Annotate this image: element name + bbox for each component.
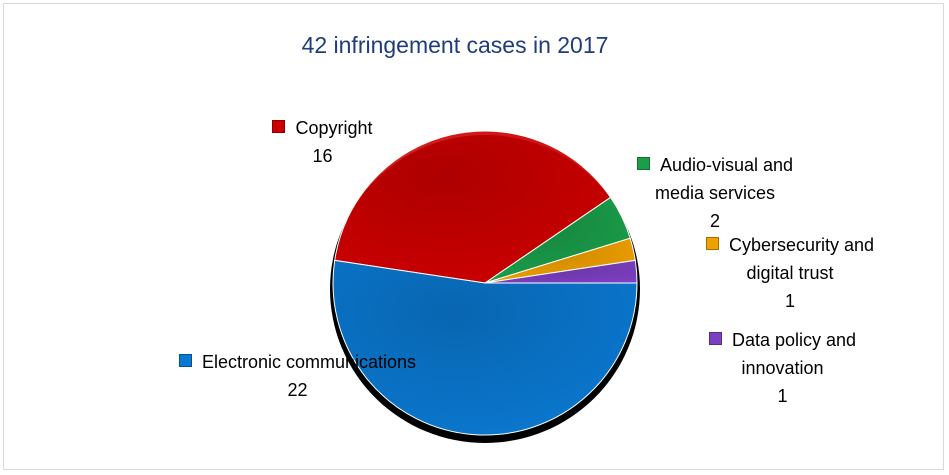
legend-marker [708,332,722,345]
category-label: Copyright [295,118,373,138]
category-label: Audio-visual and media services [654,155,794,203]
label-name-line: Electronic communications [170,348,425,376]
label-name-line: Audio-visual and media services [630,151,800,207]
data-label: Copyright 16 [230,114,415,170]
data-label: Cybersecurity and digital trust 1 [690,231,890,315]
legend-marker [705,237,719,250]
data-label: Electronic communications 22 [170,348,425,404]
label-name-line: Copyright [230,114,415,142]
data-label: Data policy and innovation 1 [680,326,885,410]
label-name-line: Cybersecurity and digital trust [690,231,890,287]
category-label: Data policy and innovation [731,330,857,378]
legend-marker [272,120,286,133]
legend-marker [178,354,192,367]
value-label: 1 [784,291,795,311]
chart-frame [3,3,944,470]
pie-slice [334,130,612,284]
legend-marker [636,157,650,170]
category-label: Cybersecurity and digital trust [728,235,875,283]
chart-title: 42 infringement cases in 2017 [301,32,609,58]
value-label: 1 [777,386,788,406]
value-label: 22 [287,380,308,400]
data-label: Audio-visual and media services 2 [630,151,800,235]
pie-slice [332,259,638,436]
value-label: 2 [709,211,720,231]
label-name-line: Data policy and innovation [680,326,885,382]
value-label: 16 [312,146,333,166]
category-label: Electronic communications [201,352,417,372]
